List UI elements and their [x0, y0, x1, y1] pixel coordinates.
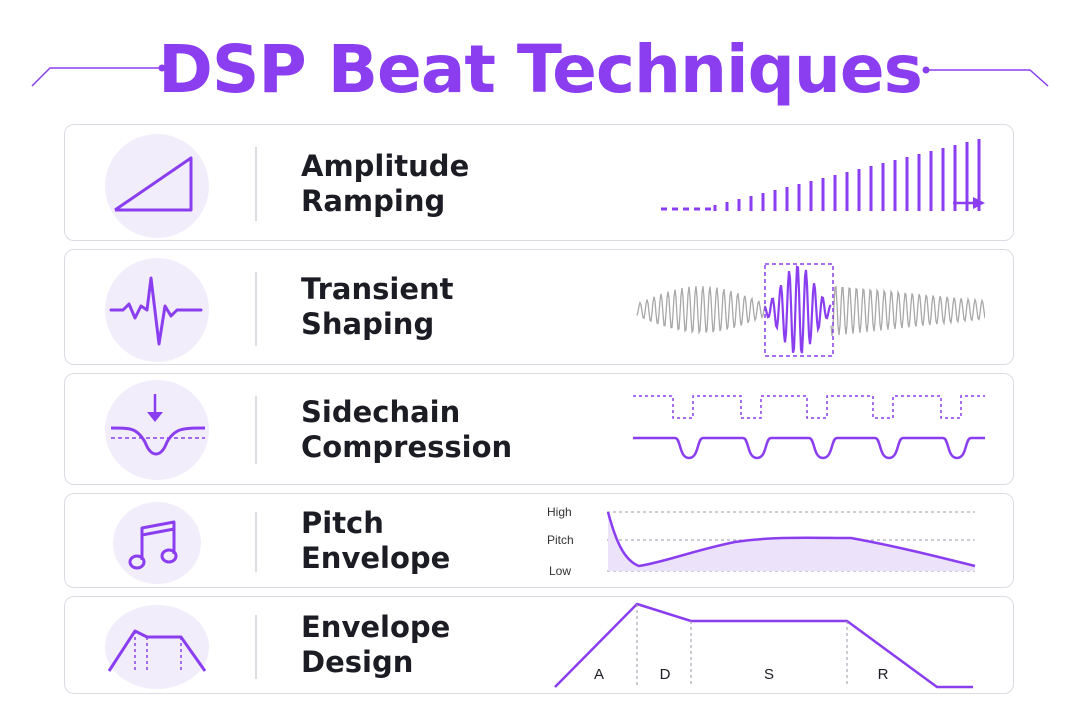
- transient-waveform-visual: [636, 263, 985, 357]
- adsr-visual: A D S R: [554, 602, 973, 689]
- sidechain-visual: [633, 395, 985, 460]
- music-note-icon: [113, 502, 201, 584]
- technique-label: Transient Shaping: [301, 272, 454, 341]
- axis-label-low: Low: [549, 564, 571, 578]
- transient-pulse-icon: [105, 258, 209, 362]
- technique-card-envelope-design: Envelope Design A D S R: [64, 596, 1014, 694]
- technique-card-transient-shaping: Transient Shaping: [64, 249, 1014, 365]
- technique-label: Amplitude Ramping: [301, 149, 470, 218]
- technique-label: Pitch Envelope: [301, 506, 451, 575]
- axis-label-pitch: Pitch: [547, 533, 574, 547]
- page-title: DSP Beat Techniques: [158, 31, 923, 108]
- phase-label-sustain: S: [764, 666, 774, 683]
- title-decoration: [31, 64, 1049, 87]
- technique-card-pitch-envelope: Pitch Envelope High Pitch Low: [64, 493, 1014, 588]
- phase-label-attack: A: [594, 666, 604, 683]
- ramp-triangle-icon: [105, 134, 209, 238]
- phase-label-decay: D: [660, 666, 671, 683]
- amplitude-ramp-visual: [661, 139, 985, 211]
- technique-label: Sidechain Compression: [301, 395, 513, 464]
- pitch-envelope-visual: High Pitch Low: [547, 505, 976, 578]
- axis-label-high: High: [547, 505, 572, 519]
- phase-label-release: R: [878, 666, 889, 683]
- technique-card-sidechain-compression: Sidechain Compression: [64, 373, 1014, 485]
- technique-card-amplitude-ramping: Amplitude Ramping: [64, 124, 1014, 241]
- compression-dip-icon: [105, 380, 209, 480]
- adsr-envelope-icon: [105, 605, 209, 689]
- technique-label: Envelope Design: [301, 610, 451, 679]
